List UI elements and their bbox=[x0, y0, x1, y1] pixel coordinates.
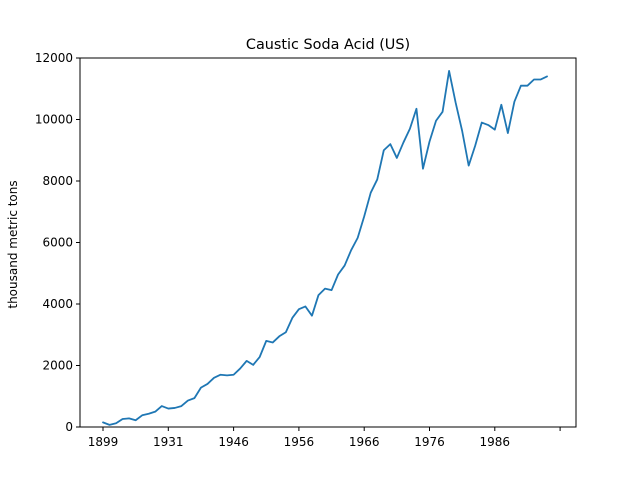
plot-frame bbox=[79, 57, 577, 428]
x-tick-label: 1976 bbox=[414, 435, 445, 449]
y-axis-ticks: 0 2000 4000 6000 8000 10000 12000 bbox=[35, 51, 80, 434]
y-tick-label: 2000 bbox=[42, 359, 73, 373]
y-tick-label: 8000 bbox=[42, 174, 73, 188]
x-tick-label: 1946 bbox=[218, 435, 249, 449]
x-axis-ticks: 1899 1931 1946 1956 1966 1976 1986 bbox=[88, 427, 561, 449]
y-axis-label: thousand metric tons bbox=[6, 180, 20, 308]
x-tick-label: 1956 bbox=[284, 435, 315, 449]
series-layer bbox=[102, 70, 548, 426]
series-line-0 bbox=[102, 70, 548, 426]
y-tick-label: 0 bbox=[65, 420, 73, 434]
y-tick-label: 12000 bbox=[35, 51, 73, 65]
chart-title: Caustic Soda Acid (US) bbox=[246, 37, 410, 53]
y-tick-label: 6000 bbox=[42, 236, 73, 250]
x-tick-label: 1931 bbox=[153, 435, 184, 449]
x-tick-label: 1966 bbox=[349, 435, 380, 449]
x-tick-label: 1986 bbox=[480, 435, 511, 449]
y-tick-label: 10000 bbox=[35, 113, 73, 127]
y-tick-label: 4000 bbox=[42, 297, 73, 311]
x-tick-label: 1899 bbox=[88, 435, 119, 449]
